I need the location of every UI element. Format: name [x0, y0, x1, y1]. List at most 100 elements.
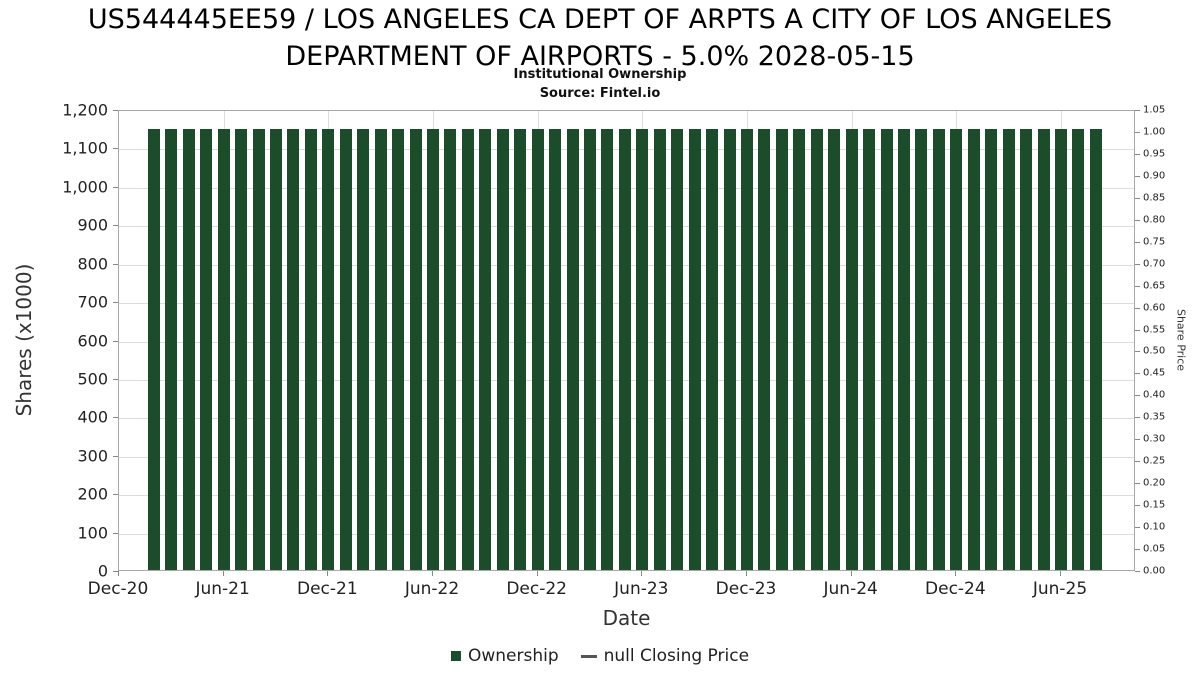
ownership-bar	[147, 128, 160, 570]
ownership-bar	[723, 128, 736, 570]
right-axis-tick-label: 1.05	[1143, 104, 1166, 116]
right-axis-tick-label: 0.25	[1143, 455, 1166, 467]
left-axis-tick	[113, 532, 118, 534]
x-axis-tick	[432, 571, 433, 576]
ownership-bar	[706, 128, 719, 570]
plot-area	[118, 110, 1135, 571]
ownership-bar	[1089, 128, 1102, 570]
ownership-bar	[618, 128, 631, 570]
x-axis-tick-label: Jun-23	[614, 579, 669, 599]
ownership-bar	[392, 128, 405, 570]
ownership-bar	[950, 128, 963, 570]
right-axis-tick	[1135, 307, 1140, 309]
right-axis-tick	[1135, 263, 1140, 265]
ownership-bar	[566, 128, 579, 570]
right-axis-tick-label: 0.05	[1143, 543, 1166, 555]
x-axis-tick-label: Dec-22	[506, 579, 567, 599]
x-axis-tick	[118, 571, 119, 576]
right-axis-tick-label: 0.40	[1143, 389, 1166, 401]
x-axis-tick-label: Jun-24	[823, 579, 878, 599]
ownership-bar	[1037, 128, 1050, 570]
right-axis-tick	[1135, 483, 1140, 485]
x-axis-tick-label: Jun-25	[1032, 579, 1088, 599]
x-axis-tick	[955, 571, 957, 576]
left-axis-tick-label: 600	[77, 331, 108, 350]
x-axis-tick	[746, 571, 748, 576]
ownership-bar	[985, 128, 998, 570]
right-axis-tick-label: 0.90	[1143, 170, 1166, 182]
right-axis-tick	[1135, 351, 1140, 353]
ownership-bar	[1020, 128, 1033, 570]
ownership-bar	[636, 128, 649, 570]
x-axis-tick-label: Dec-20	[87, 579, 149, 599]
ownership-bar	[863, 128, 876, 570]
right-axis-tick-label: 0.80	[1143, 214, 1166, 226]
ownership-bar	[775, 128, 788, 570]
x-axis-title: Date	[602, 606, 651, 630]
right-axis-tick	[1135, 439, 1140, 441]
right-axis-tick	[1135, 549, 1140, 551]
chart-title: US544445EE59 / LOS ANGELES CA DEPT OF AR…	[87, 4, 1113, 72]
right-axis-title: Share Price	[1174, 308, 1188, 372]
left-axis-tick	[113, 225, 118, 227]
left-axis-tick-label: 0	[97, 561, 108, 581]
right-axis-tick	[1135, 153, 1140, 155]
right-axis-tick-label: 0.00	[1143, 565, 1166, 577]
right-axis-tick-label: 0.65	[1143, 280, 1166, 292]
left-axis-tick-label: 300	[77, 446, 108, 466]
x-axis-tick	[1060, 571, 1062, 576]
ownership-bar	[671, 128, 684, 570]
left-axis-tick	[113, 263, 118, 265]
ownership-bar	[915, 128, 928, 570]
right-axis-tick-label: 0.20	[1143, 477, 1166, 489]
ownership-bar	[182, 128, 195, 570]
ownership-bar	[409, 128, 422, 570]
x-axis-tick-label: Dec-23	[715, 579, 777, 599]
right-axis-tick	[1135, 461, 1140, 463]
left-axis-tick	[113, 302, 118, 304]
ownership-bar	[653, 128, 666, 570]
legend-line-marker	[580, 654, 597, 658]
legend-item: null Closing Price	[580, 646, 750, 666]
ownership-bar	[496, 128, 509, 570]
ownership-bar	[374, 128, 387, 570]
right-axis-tick-label: 0.75	[1143, 236, 1166, 248]
ownership-bar	[287, 128, 300, 570]
ownership-bar	[549, 128, 562, 570]
right-axis-tick	[1135, 219, 1140, 221]
left-axis-tick-label: 1,100	[62, 138, 108, 158]
ownership-bar	[165, 128, 178, 570]
left-axis-tick-label: 800	[77, 254, 108, 274]
x-axis-tick-label: Dec-21	[296, 579, 358, 599]
x-axis-tick-label: Jun-22	[404, 579, 460, 599]
ownership-bar	[828, 128, 841, 570]
right-axis-tick	[1135, 505, 1140, 507]
ownership-bar	[880, 128, 893, 570]
chart-source: Source: Fintel.io	[539, 86, 661, 101]
ownership-bar	[601, 128, 614, 570]
legend: Ownership null Closing Price	[450, 646, 750, 666]
ownership-bar	[427, 128, 439, 570]
right-axis-tick	[1135, 329, 1140, 331]
right-axis-tick	[1135, 527, 1140, 529]
ownership-bar	[758, 128, 771, 570]
ownership-bar	[741, 128, 754, 570]
x-axis-tick-label: Jun-21	[195, 579, 250, 599]
left-axis-tick	[113, 340, 118, 342]
left-axis-tick	[113, 110, 118, 111]
legend-square-marker	[450, 651, 461, 661]
left-axis-tick	[113, 148, 118, 150]
right-axis-tick	[1135, 110, 1140, 111]
right-axis-tick-label: 0.85	[1143, 192, 1166, 204]
ownership-bar	[584, 128, 596, 570]
right-axis-tick-label: 0.95	[1143, 148, 1166, 160]
right-axis-tick	[1135, 395, 1140, 397]
legend-label: null Closing Price	[603, 646, 750, 666]
left-axis-tick	[113, 378, 118, 380]
legend-label: Ownership	[467, 646, 559, 666]
right-axis-tick-label: 0.45	[1143, 367, 1166, 379]
left-axis-tick	[113, 455, 118, 457]
ownership-bar	[304, 128, 317, 570]
right-axis-tick	[1135, 175, 1140, 177]
